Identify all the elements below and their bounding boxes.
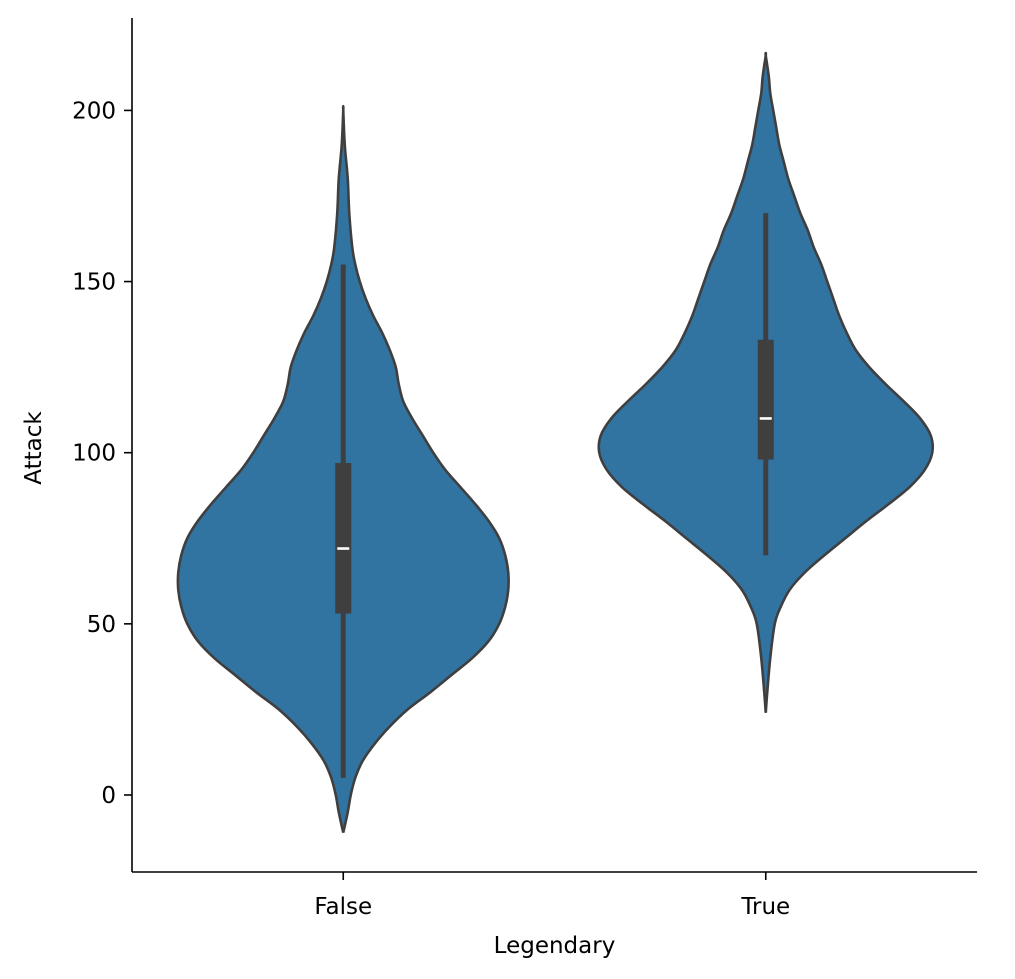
x-tick-label-false: False: [314, 894, 372, 920]
x-axis-title: Legendary: [494, 933, 616, 959]
y-tick-label: 200: [72, 98, 116, 124]
y-tick-label: 100: [72, 441, 116, 467]
violins-layer: [176, 51, 935, 833]
box-layer: [335, 213, 774, 778]
iqr-box-false: [335, 462, 352, 614]
x-ticks: False True: [314, 872, 790, 920]
y-tick-label: 0: [101, 783, 116, 809]
iqr-box-true: [757, 339, 774, 460]
y-axis-title: Attack: [21, 411, 47, 485]
y-tick-label: 50: [87, 612, 116, 638]
y-ticks: 0 50 100 150 200: [72, 98, 132, 809]
x-tick-label-true: True: [740, 894, 790, 920]
y-tick-label: 150: [72, 270, 116, 296]
